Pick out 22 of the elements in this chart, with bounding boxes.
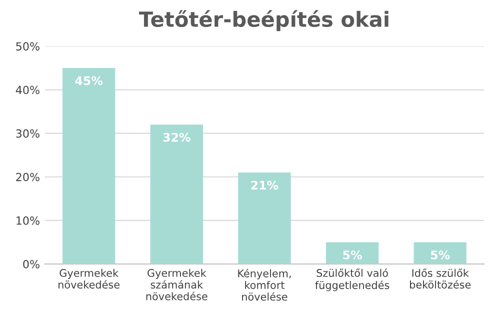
chart-title: Tetőtér-beépítés okai <box>138 10 388 32</box>
bar <box>62 68 116 264</box>
bar <box>238 172 291 264</box>
x-tick-label: Idős szülők beköltözése <box>410 268 471 289</box>
data-label: 5% <box>343 250 362 260</box>
y-tick-label: 10% <box>16 216 40 225</box>
data-label: 21% <box>251 180 278 190</box>
y-tick-label: 0% <box>23 260 40 268</box>
x-tick-label: Gyermekek számának növekedése <box>146 268 208 300</box>
bar <box>326 242 379 264</box>
y-tick-label: 20% <box>16 172 40 182</box>
y-tick-label: 50% <box>16 42 40 51</box>
x-tick-label: Gyermekek növekedése <box>58 268 120 289</box>
x-tick-label: Szülőktől való függetlenedés <box>315 268 390 292</box>
data-label: 45% <box>75 76 103 86</box>
bar <box>150 124 203 264</box>
bar <box>414 242 466 264</box>
data-label: 32% <box>163 132 190 142</box>
data-label: 5% <box>431 250 450 260</box>
y-tick-label: 40% <box>16 86 40 94</box>
y-tick-label: 30% <box>16 129 40 138</box>
x-tick-label: Kényelem, komfort növelése <box>238 268 291 301</box>
